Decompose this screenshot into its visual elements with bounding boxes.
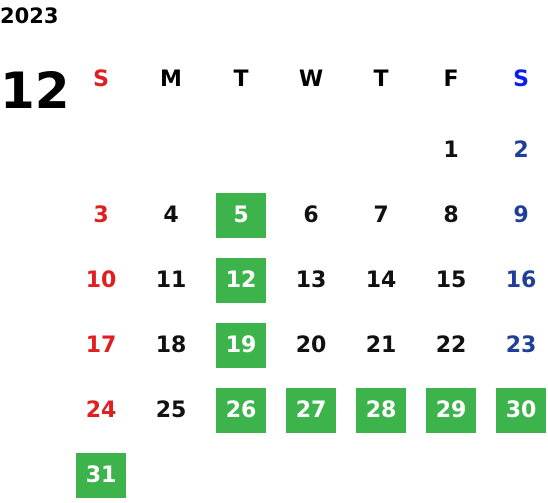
day: 24 (85, 397, 117, 423)
weekday-label: T (373, 67, 389, 92)
highlighted-day: 30 (496, 387, 546, 433)
day: 14 (365, 267, 397, 293)
day: 16 (505, 267, 537, 293)
weekday-label: S (93, 67, 109, 92)
highlighted-day: 28 (356, 387, 406, 433)
day: 22 (435, 332, 467, 358)
day: 18 (155, 332, 187, 358)
weekday-label: W (298, 67, 324, 92)
highlighted-day: 31 (76, 452, 126, 498)
highlighted-day: 26 (216, 387, 266, 433)
highlighted-day: 29 (426, 387, 476, 433)
highlighted-day: 5 (216, 192, 266, 238)
highlighted-day: 27 (286, 387, 336, 433)
day: 6 (303, 202, 319, 228)
day: 3 (93, 202, 109, 228)
highlighted-day: 12 (216, 257, 266, 303)
day: 1 (443, 137, 459, 163)
day: 21 (365, 332, 397, 358)
highlighted-day: 19 (216, 322, 266, 368)
day: 7 (373, 202, 389, 228)
weekday-label: T (233, 67, 249, 92)
month: 12 (0, 62, 70, 120)
day: 4 (163, 202, 179, 228)
day: 13 (295, 267, 327, 293)
day: 25 (155, 397, 187, 423)
weekday-label: S (513, 67, 529, 92)
day: 23 (505, 332, 537, 358)
day: 15 (435, 267, 467, 293)
year: 2023 (0, 4, 59, 28)
weekday-label: F (443, 67, 459, 92)
day: 11 (155, 267, 187, 293)
day: 10 (85, 267, 117, 293)
day: 2 (513, 137, 529, 163)
day: 20 (295, 332, 327, 358)
day: 8 (443, 202, 459, 228)
weekday-label: M (160, 67, 182, 92)
day: 9 (513, 202, 529, 228)
day: 17 (85, 332, 117, 358)
